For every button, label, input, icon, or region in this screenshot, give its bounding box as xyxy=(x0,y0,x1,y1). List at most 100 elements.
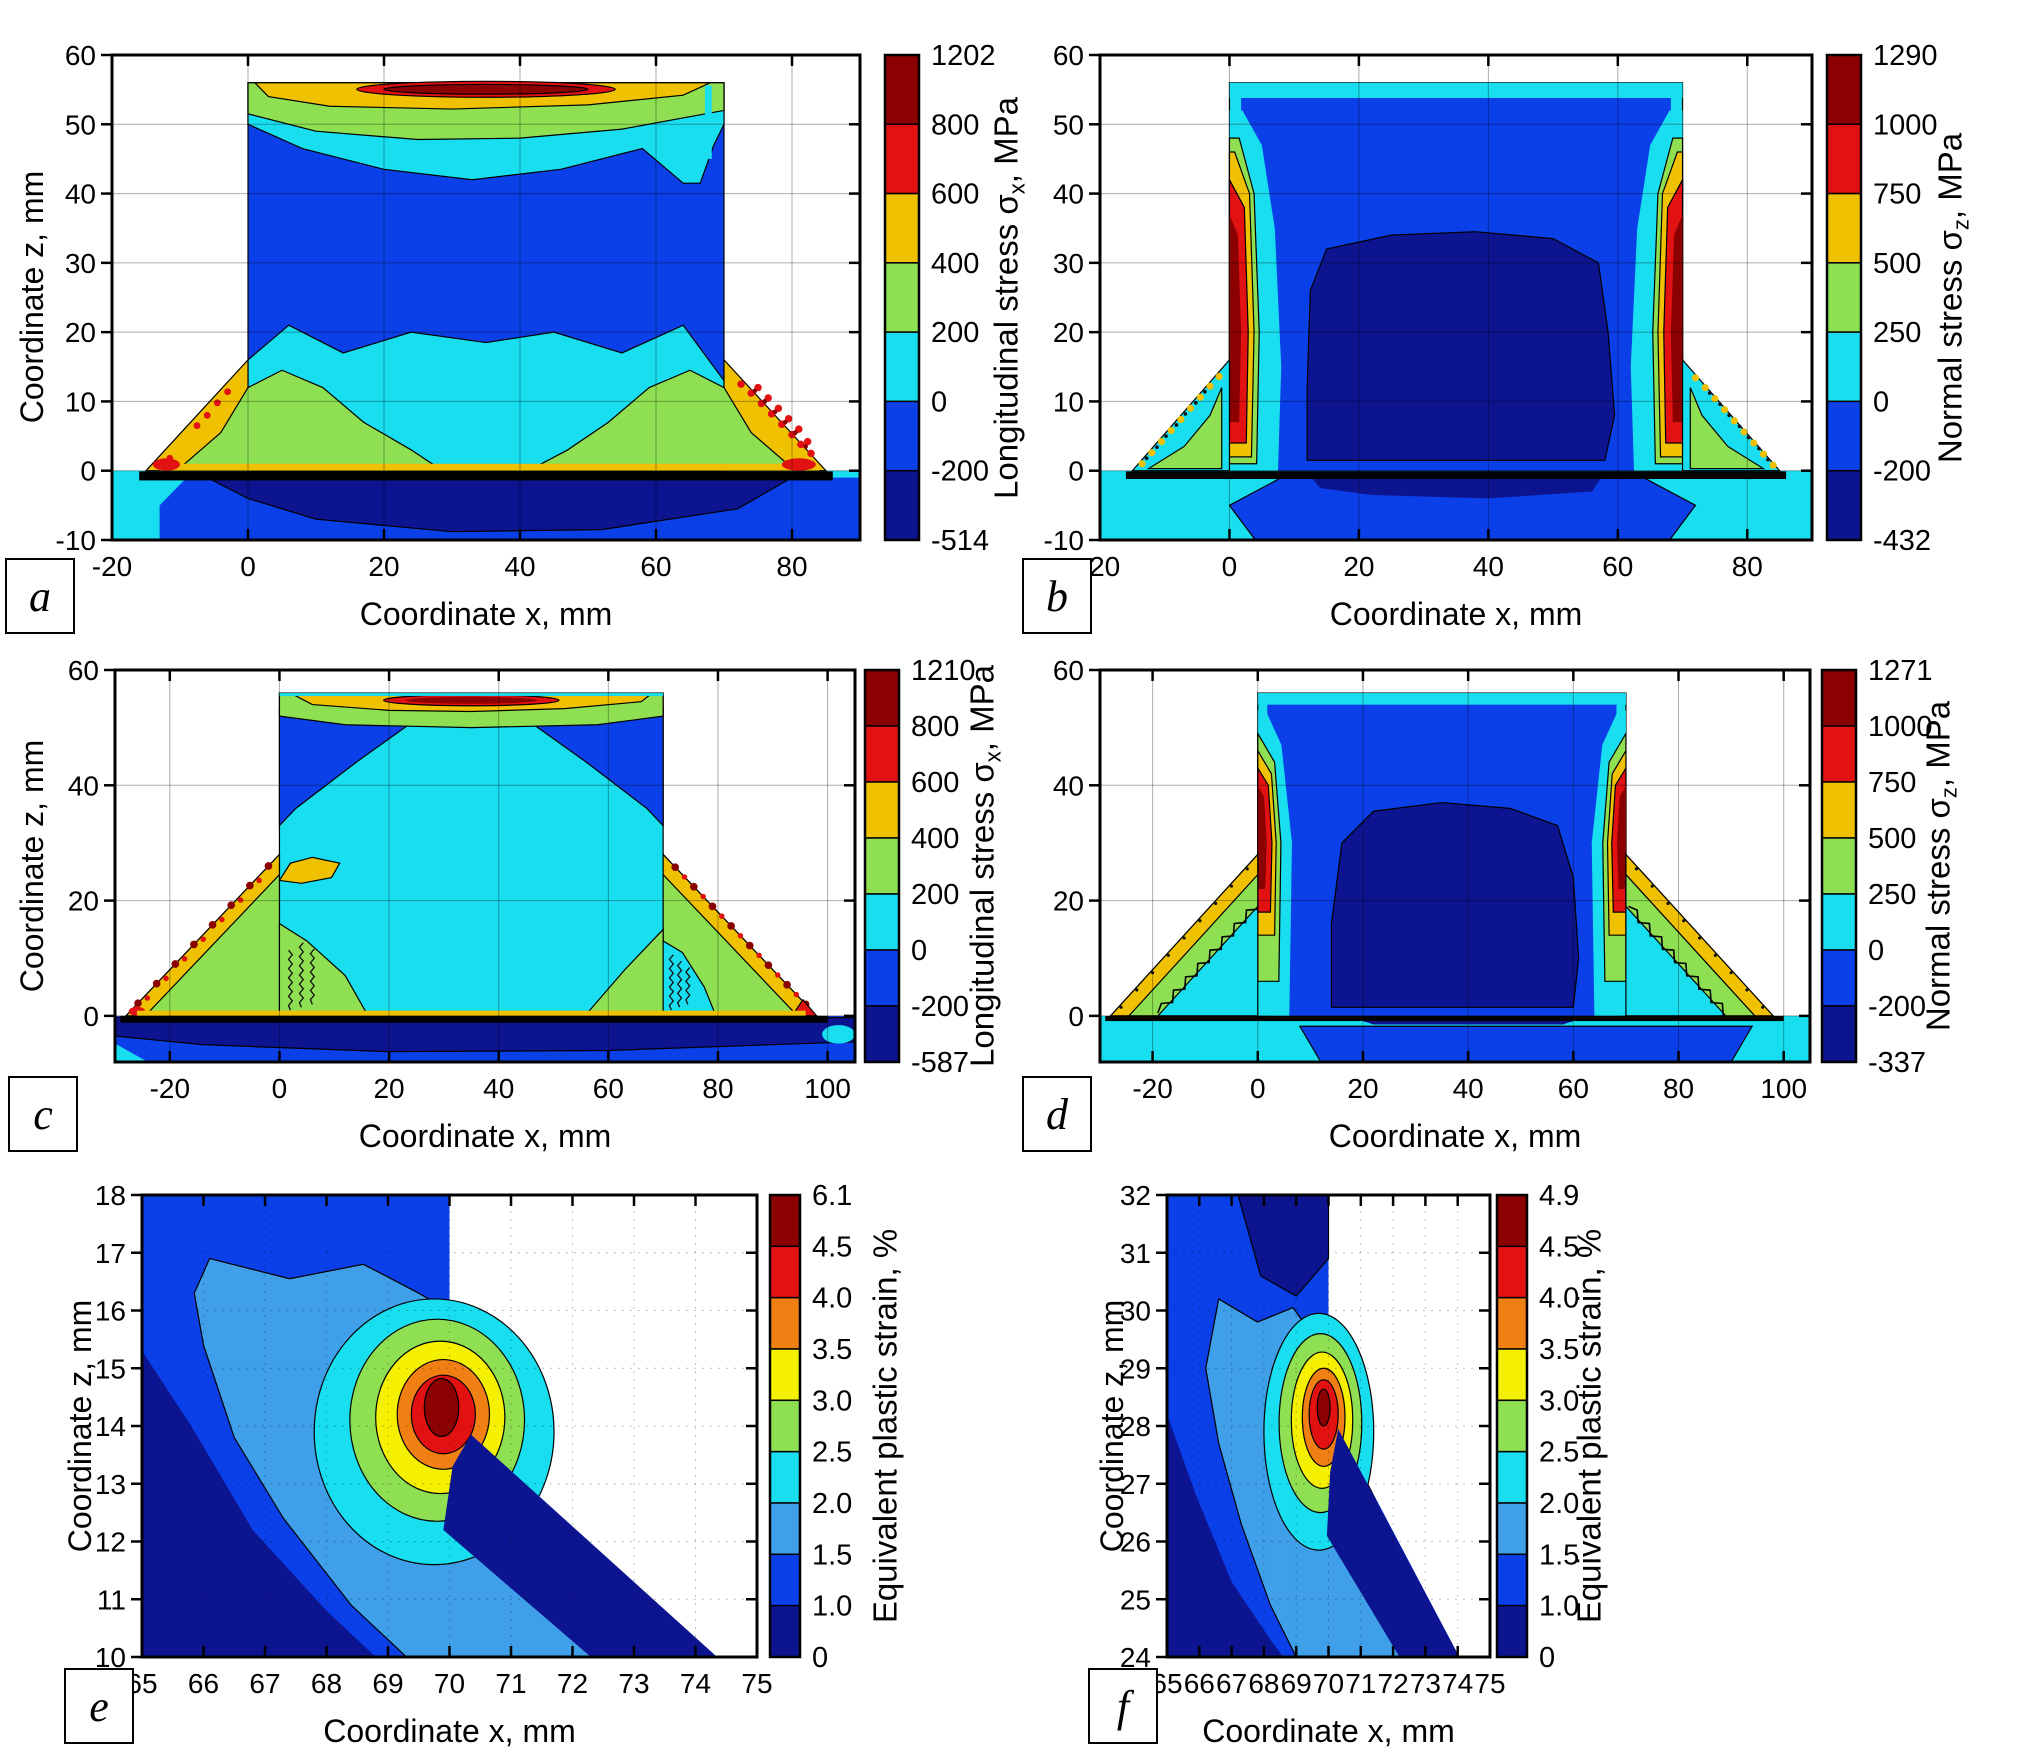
svg-text:4.0: 4.0 xyxy=(812,1283,852,1315)
svg-text:600: 600 xyxy=(911,767,959,799)
svg-text:30: 30 xyxy=(1053,248,1084,279)
svg-text:0: 0 xyxy=(1222,551,1238,582)
svg-text:20: 20 xyxy=(1053,886,1084,917)
svg-text:3.0: 3.0 xyxy=(812,1385,852,1417)
colorbar-title-d: Normal stress σz, MPa xyxy=(1919,700,1962,1032)
colorbar-title-c: Longitudinal stress σx, MPa xyxy=(963,665,1006,1067)
svg-text:0: 0 xyxy=(83,1001,99,1032)
x-axis-title-a: Coordinate x, mm xyxy=(359,596,613,632)
panel-f-contours xyxy=(1167,1195,1460,1657)
panel-d-colorbar-labels: 1271 1000 750 500 250 0 -200 -337 xyxy=(1868,655,1933,1079)
svg-text:20: 20 xyxy=(368,551,399,582)
panel-a-colorbar xyxy=(883,53,921,542)
svg-text:67: 67 xyxy=(249,1668,280,1699)
svg-text:3.5: 3.5 xyxy=(1539,1334,1579,1366)
svg-text:-200: -200 xyxy=(1873,456,1931,488)
panel-label-a: a xyxy=(5,558,75,634)
panel-label-f: f xyxy=(1088,1668,1158,1744)
panel-label-d: d xyxy=(1022,1076,1092,1152)
svg-text:-20: -20 xyxy=(92,551,132,582)
svg-text:1000: 1000 xyxy=(1868,711,1933,743)
svg-text:0: 0 xyxy=(1868,935,1884,967)
svg-text:4.5: 4.5 xyxy=(812,1231,852,1263)
svg-text:10: 10 xyxy=(95,1642,126,1673)
y-axis-title-f: Coordinate z, mm xyxy=(1094,1299,1130,1553)
svg-text:60: 60 xyxy=(1602,551,1633,582)
svg-text:800: 800 xyxy=(931,109,979,141)
svg-text:500: 500 xyxy=(1868,823,1916,855)
panel-c-grid xyxy=(115,670,855,1062)
panel-e-contours xyxy=(142,1195,718,1657)
svg-text:2.5: 2.5 xyxy=(1539,1437,1579,1469)
svg-text:20: 20 xyxy=(65,317,96,348)
svg-text:-587: -587 xyxy=(911,1047,969,1079)
svg-text:73: 73 xyxy=(618,1668,649,1699)
svg-text:80: 80 xyxy=(702,1073,733,1104)
panel-b-colorbar-labels: 1290 1000 750 500 250 0 -200 -432 xyxy=(1873,40,1938,557)
svg-text:100: 100 xyxy=(804,1073,851,1104)
panel-b-grid xyxy=(1100,55,1812,540)
svg-text:-200: -200 xyxy=(911,991,969,1023)
svg-text:29: 29 xyxy=(1120,1353,1151,1384)
svg-text:72: 72 xyxy=(557,1668,588,1699)
colorbar-title-a: Longitudinal stress σx, MPa xyxy=(987,96,1030,499)
svg-text:400: 400 xyxy=(911,823,959,855)
svg-text:20: 20 xyxy=(1343,551,1374,582)
panel-d-colorbar xyxy=(1820,668,1858,1064)
svg-text:1.0: 1.0 xyxy=(812,1591,852,1623)
panel-a-tick-labels: -20 0 20 40 60 80 -10 0 10 20 30 40 50 60 xyxy=(56,40,808,582)
svg-text:75: 75 xyxy=(741,1668,772,1699)
svg-text:0: 0 xyxy=(272,1073,288,1104)
svg-text:15: 15 xyxy=(95,1353,126,1384)
svg-text:40: 40 xyxy=(504,551,535,582)
svg-text:17: 17 xyxy=(95,1238,126,1269)
svg-text:2.5: 2.5 xyxy=(812,1437,852,1469)
svg-text:68: 68 xyxy=(1248,1668,1279,1699)
svg-text:0: 0 xyxy=(1068,456,1084,487)
panel-a-grid xyxy=(112,55,860,540)
svg-text:40: 40 xyxy=(1053,179,1084,210)
svg-text:66: 66 xyxy=(1184,1668,1215,1699)
svg-text:20: 20 xyxy=(68,886,99,917)
svg-text:200: 200 xyxy=(931,317,979,349)
svg-text:71: 71 xyxy=(1345,1668,1376,1699)
x-axis-title-b: Coordinate x, mm xyxy=(1329,596,1583,632)
svg-text:60: 60 xyxy=(1558,1073,1589,1104)
panel-d-grid xyxy=(1100,670,1810,1062)
panel-f-grid xyxy=(1167,1195,1490,1657)
panel-label-e: e xyxy=(64,1668,134,1744)
svg-text:16: 16 xyxy=(95,1296,126,1327)
svg-text:14: 14 xyxy=(95,1411,126,1442)
svg-text:60: 60 xyxy=(65,40,96,71)
svg-text:10: 10 xyxy=(65,386,96,417)
svg-text:31: 31 xyxy=(1120,1238,1151,1269)
svg-text:0: 0 xyxy=(812,1642,828,1674)
colorbar-title-f: Equivalent plastic strain, % xyxy=(1570,1228,1608,1624)
panel-c-colorbar xyxy=(863,668,901,1064)
svg-text:72: 72 xyxy=(1378,1668,1409,1699)
svg-text:74: 74 xyxy=(1442,1668,1473,1699)
panel-c-colorbar-labels: 1210 800 600 400 200 0 -200 -587 xyxy=(911,655,976,1079)
svg-text:800: 800 xyxy=(911,711,959,743)
svg-text:80: 80 xyxy=(776,551,807,582)
svg-text:40: 40 xyxy=(65,179,96,210)
svg-text:-20: -20 xyxy=(1132,1073,1172,1104)
svg-text:32: 32 xyxy=(1120,1180,1151,1211)
svg-text:-10: -10 xyxy=(1044,525,1084,556)
svg-text:27: 27 xyxy=(1120,1469,1151,1500)
panel-b-colorbar xyxy=(1825,53,1863,542)
svg-text:75: 75 xyxy=(1474,1668,1505,1699)
svg-text:2.0: 2.0 xyxy=(1539,1488,1579,1520)
svg-text:0: 0 xyxy=(1068,1001,1084,1032)
svg-text:12: 12 xyxy=(95,1527,126,1558)
svg-text:100: 100 xyxy=(1760,1073,1807,1104)
svg-text:1210: 1210 xyxy=(911,655,976,687)
svg-text:20: 20 xyxy=(373,1073,404,1104)
svg-text:3.5: 3.5 xyxy=(812,1334,852,1366)
svg-text:24: 24 xyxy=(1120,1642,1151,1673)
svg-text:0: 0 xyxy=(240,551,256,582)
y-axis-title-e: Coordinate z, mm xyxy=(62,1299,98,1553)
panel-e-colorbar-labels: 6.1 4.5 4.0 3.5 3.0 2.5 2.0 1.5 1.0 0 xyxy=(812,1180,852,1674)
